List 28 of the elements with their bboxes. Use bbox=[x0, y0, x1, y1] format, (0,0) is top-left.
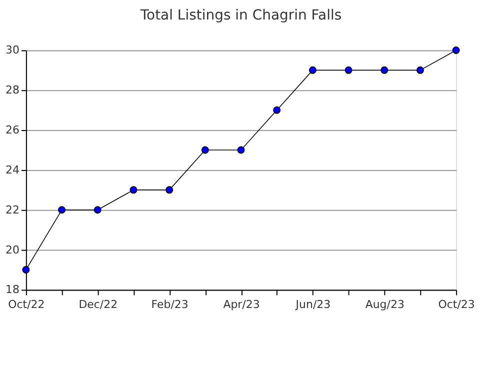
x-tick-label: Oct/23 bbox=[438, 298, 475, 312]
x-tick-label: Oct/22 bbox=[8, 298, 45, 312]
x-tick-label: Aug/23 bbox=[365, 298, 404, 312]
point bbox=[344, 66, 352, 74]
y-tick-label: 20 bbox=[5, 243, 20, 256]
point bbox=[58, 206, 66, 214]
x-tick-label: Feb/23 bbox=[151, 298, 188, 312]
x-tick-label: Jun/23 bbox=[294, 298, 331, 312]
point bbox=[94, 206, 102, 214]
y-tick-label: 24 bbox=[5, 163, 20, 176]
chart-title: Total Listings in Chagrin Falls bbox=[139, 7, 342, 24]
y-tick-label: 26 bbox=[5, 124, 20, 137]
x-tick-label: Dec/22 bbox=[78, 298, 118, 312]
y-tick-label: 30 bbox=[5, 44, 20, 57]
point bbox=[22, 266, 30, 274]
point bbox=[416, 66, 424, 74]
point bbox=[201, 146, 209, 154]
y-tick-label: 18 bbox=[5, 283, 20, 296]
point bbox=[130, 186, 138, 194]
point bbox=[166, 186, 174, 194]
point bbox=[237, 146, 245, 154]
y-tick-label: 28 bbox=[5, 84, 20, 97]
point bbox=[452, 46, 460, 54]
y-tick-label: 22 bbox=[5, 203, 20, 216]
point bbox=[273, 106, 281, 114]
point bbox=[308, 66, 316, 74]
x-tick-label: Apr/23 bbox=[223, 298, 260, 312]
point bbox=[380, 66, 388, 74]
